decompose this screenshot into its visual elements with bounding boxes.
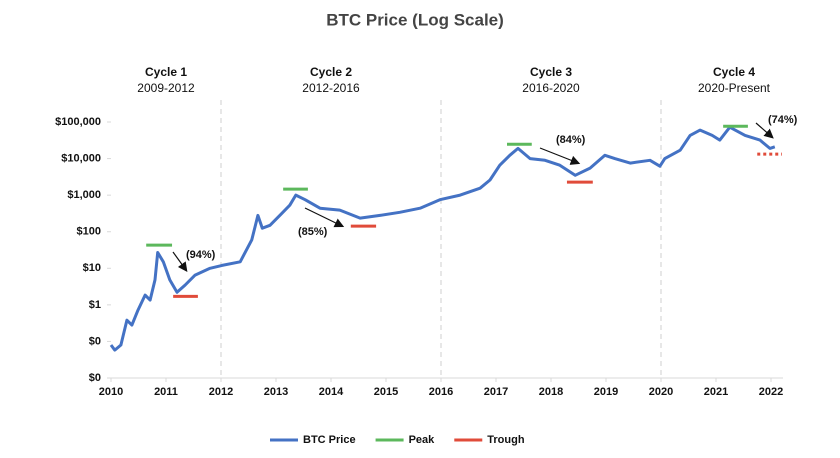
x-tick-label: 2011 [154,386,178,398]
cycle-period: 2009-2012 [137,81,195,95]
annotation: (85%) [298,226,328,238]
x-tick-label: 2020 [649,386,673,398]
chart-title: BTC Price (Log Scale) [326,10,504,29]
x-tick-label: 2019 [594,386,618,398]
annotation: (74%) [768,114,798,126]
y-tick-label: $0 [89,372,101,384]
x-tick-label: 2016 [429,386,453,398]
x-tick-label: 2010 [99,386,123,398]
annotation: (84%) [556,134,586,146]
y-tick-label: $10 [83,262,101,274]
annotation-arrow [304,207,345,228]
x-tick-label: 2017 [484,386,508,398]
cycle-label: Cycle 3 [530,65,572,79]
x-tick-label: 2013 [264,386,288,398]
cycle-label: Cycle 4 [713,65,755,79]
cycle-label: Cycle 1 [145,65,187,79]
cycle-period: 2020-Present [698,81,771,95]
legend-label: BTC Price [303,434,356,446]
x-tick-label: 2015 [374,386,398,398]
y-tick-label: $100,000 [55,116,101,128]
y-tick-label: $0 [89,335,101,347]
price-line [109,125,776,352]
y-tick-label: $1,000 [67,189,101,201]
annotation-arrow [755,122,774,139]
cycle-label: Cycle 2 [310,65,352,79]
y-tick-label: $10,000 [61,152,101,164]
x-tick-label: 2022 [759,386,783,398]
annotation: (94%) [186,249,216,261]
legend-label: Trough [487,434,525,446]
cycle-period: 2012-2016 [302,81,360,95]
annotation-arrow [539,147,581,165]
annotation-arrow [172,251,188,272]
legend-label: Peak [409,434,436,446]
cycle-period: 2016-2020 [522,81,580,95]
x-tick-label: 2021 [704,386,728,398]
y-tick-label: $1 [89,299,101,311]
x-tick-label: 2018 [539,386,563,398]
x-tick-label: 2012 [209,386,233,398]
x-tick-label: 2014 [319,386,344,398]
y-tick-label: $100 [77,226,101,238]
